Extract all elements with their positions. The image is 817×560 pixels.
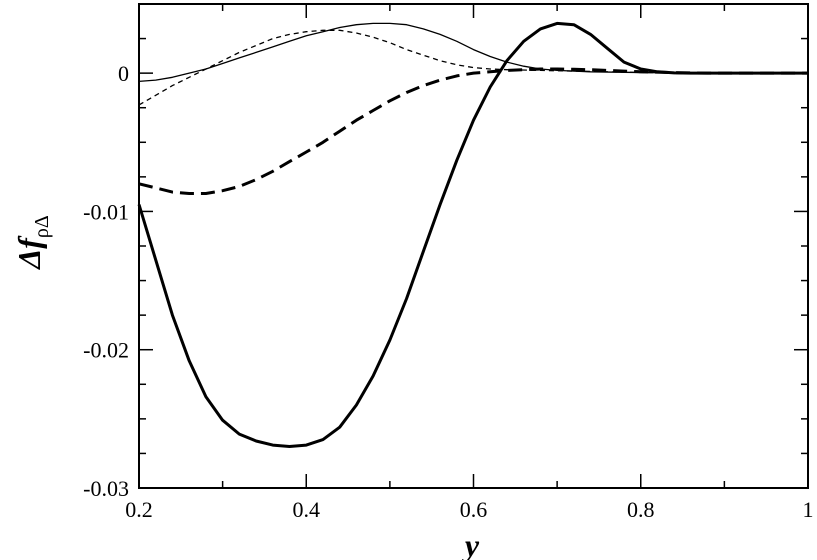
y-axis-label-main: Δf [11,235,47,271]
y-tick-label: 0 [118,61,129,86]
x-tick-labels: 0.2 0.4 0.6 0.8 1 [125,497,813,522]
y-tick-label: -0.03 [83,476,129,501]
plot-frame [138,3,809,489]
x-axis-label: y [461,527,480,560]
y-axis-label-subscript: ρΔ [31,215,53,238]
axis-ticks [138,3,809,489]
x-tick-label: 0.8 [627,497,655,522]
x-tick-label: 0.4 [293,497,321,522]
plot-series-group [137,21,808,448]
y-tick-label: -0.02 [83,338,129,363]
x-tick-label: 0.2 [125,497,153,522]
y-tick-labels: -0.03 -0.02 -0.01 0 [83,61,129,501]
y-tick-label: -0.01 [83,199,129,224]
series-line-4 [138,29,808,106]
x-tick-label: 0.6 [460,497,488,522]
y-axis-label: ΔfρΔ [11,215,53,271]
x-tick-label: 1 [803,497,814,522]
series-line-2 [138,67,808,195]
series-line-1 [137,21,808,448]
